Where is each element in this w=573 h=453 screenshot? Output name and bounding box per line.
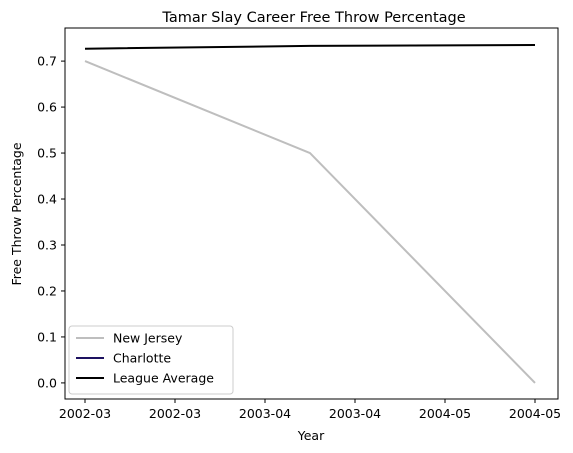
- x-axis-label: Year: [297, 428, 325, 443]
- legend-label: League Average: [113, 371, 214, 386]
- y-axis-label: Free Throw Percentage: [9, 142, 24, 285]
- y-tick-label: 0.3: [37, 237, 57, 252]
- chart-title: Tamar Slay Career Free Throw Percentage: [161, 10, 465, 26]
- y-tick-label: 0.5: [37, 146, 57, 161]
- x-tick-label: 2004-05: [419, 406, 471, 421]
- y-tick-label: 0.7: [37, 54, 57, 69]
- x-tick-label: 2004-05: [509, 406, 561, 421]
- y-tick-label: 0.2: [37, 283, 57, 298]
- x-tick-label: 2003-04: [239, 406, 291, 421]
- y-tick-label: 0.6: [37, 100, 57, 115]
- legend-label: New Jersey: [113, 331, 183, 346]
- y-tick-label: 0.1: [37, 329, 57, 344]
- y-tick-label: 0.0: [37, 375, 57, 390]
- legend-label: Charlotte: [113, 351, 171, 366]
- legend: New Jersey Charlotte League Average: [69, 326, 233, 394]
- x-tick-label: 2002-03: [59, 406, 111, 421]
- y-tick-label: 0.4: [37, 192, 57, 207]
- x-tick-label: 2003-04: [329, 406, 381, 421]
- x-tick-label: 2002-03: [149, 406, 201, 421]
